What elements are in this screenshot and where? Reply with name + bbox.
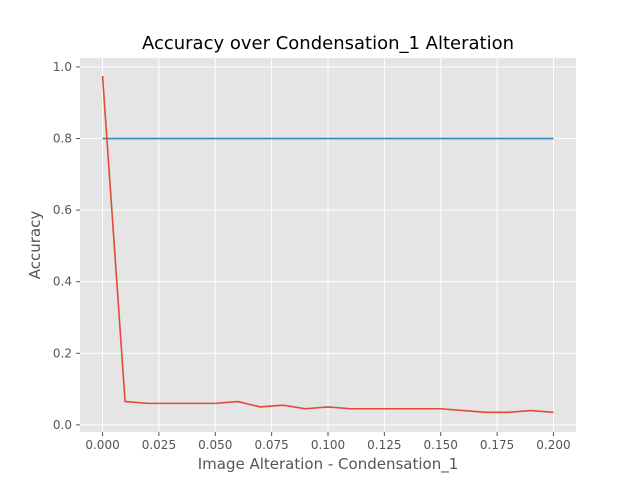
y-tick-label: 0.6	[53, 203, 72, 217]
x-tick-label: 0.100	[311, 438, 345, 452]
y-tick-label: 0.8	[53, 132, 72, 146]
y-tick-label: 1.0	[53, 60, 72, 74]
x-tick-label: 0.050	[198, 438, 232, 452]
y-tick-labels: 0.0 0.2 0.4 0.6 0.8 1.0	[53, 60, 80, 432]
chart-title: Accuracy over Condensation_1 Alteration	[142, 33, 514, 54]
x-tick-label: 0.025	[142, 438, 176, 452]
x-tick-label: 0.125	[367, 438, 401, 452]
y-tick-label: 0.2	[53, 346, 72, 360]
y-axis-label: Accuracy	[26, 211, 44, 280]
y-tick-label: 0.0	[53, 418, 72, 432]
series-layer	[101, 75, 554, 414]
x-tick-label: 0.150	[424, 438, 458, 452]
x-tick-label: 0.175	[480, 438, 514, 452]
grid-lines	[80, 58, 576, 432]
x-tick-label: 0.075	[254, 438, 288, 452]
y-tick-label: 0.4	[53, 275, 72, 289]
x-tick-label: 0.200	[536, 438, 570, 452]
x-axis-label: Image Alteration - Condensation_1	[198, 455, 459, 474]
series-line-1	[101, 75, 554, 414]
x-tick-labels: 0.000 0.025 0.050 0.075 0.100 0.125 0.150 0.175…	[85, 432, 571, 452]
x-tick-label: 0.000	[85, 438, 119, 452]
